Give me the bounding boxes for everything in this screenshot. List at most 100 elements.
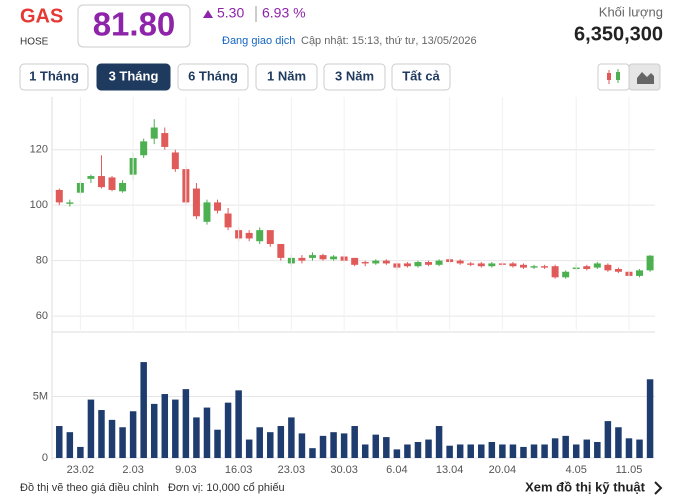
tab[interactable] <box>255 63 318 91</box>
volume-bar <box>361 444 369 458</box>
candle-body <box>55 189 63 203</box>
volume-bar <box>372 434 380 458</box>
tab-label[interactable]: 1 Tháng <box>29 68 79 83</box>
volume-bar <box>551 438 559 458</box>
symbol: GAS <box>20 5 63 27</box>
volume-bar <box>77 446 84 458</box>
volume-bar <box>646 379 654 458</box>
volume-bar <box>414 442 422 458</box>
x-tick-label: 20.04 <box>489 464 517 476</box>
x-tick-label: 13.04 <box>436 464 464 476</box>
tab-label[interactable]: 1 Năm <box>267 68 306 83</box>
volume-bar <box>615 427 622 458</box>
candle-body <box>97 176 105 188</box>
x-tick-label: 30.03 <box>330 464 358 476</box>
x-tick-label: 6.04 <box>386 464 407 476</box>
tab[interactable] <box>177 63 249 91</box>
candle-body <box>150 127 158 139</box>
x-tick-label: 16.03 <box>225 464 253 476</box>
candle-body <box>161 133 169 147</box>
tab[interactable] <box>96 63 171 91</box>
candle-body <box>108 177 116 190</box>
volume-bar <box>150 403 158 458</box>
volume-bar <box>235 390 242 458</box>
candle-body <box>245 232 253 239</box>
candle-body <box>562 271 570 278</box>
icon <box>616 72 620 80</box>
volume-bar <box>583 439 591 458</box>
volume-bar <box>520 446 527 458</box>
status: Đang giao dịch <box>222 35 295 47</box>
candle-body <box>192 188 200 217</box>
volume-bar <box>182 389 190 458</box>
volume-bar <box>288 417 295 458</box>
tab-label[interactable]: Tất cả <box>402 68 440 83</box>
candle-body <box>330 256 338 260</box>
tab-label[interactable]: 3 Tháng <box>109 68 159 83</box>
candle-body <box>119 182 127 192</box>
updated: Cập nhật: 15:13, thứ tư, 13/05/2026 <box>301 35 477 47</box>
up-arrow <box>203 10 213 18</box>
candle-body <box>382 260 390 264</box>
volume-bar <box>541 444 548 458</box>
volume-bar <box>256 427 263 458</box>
volume: 6,350,300 <box>574 23 663 45</box>
tab[interactable] <box>323 63 386 91</box>
candle-body <box>351 257 359 265</box>
volume-bar <box>298 433 306 458</box>
volume-bar <box>604 421 612 458</box>
volume-bar <box>108 419 116 458</box>
volume-label: Khối lượng <box>599 4 663 19</box>
volume-bar <box>330 432 337 458</box>
candle-body <box>266 230 274 245</box>
candle-body <box>583 266 591 269</box>
volume-bar <box>56 426 63 458</box>
volume-bar <box>172 399 179 458</box>
y-tick-label: 120 <box>30 144 48 156</box>
volume-bar <box>277 426 285 458</box>
candle-body <box>614 268 622 272</box>
tab-label[interactable]: 3 Năm <box>335 68 374 83</box>
x-tick-label: 23.02 <box>67 464 95 476</box>
candle-toggle[interactable] <box>597 63 630 91</box>
volume-bar <box>393 449 401 458</box>
candle-body <box>403 263 411 267</box>
candle-body <box>361 262 369 264</box>
chart-type-toggle[interactable] <box>597 63 661 91</box>
volume-bar <box>87 399 95 458</box>
x-tick-label: 11.05 <box>616 464 643 476</box>
exchange: HOSE <box>20 37 49 48</box>
change-pct: 6.93 % <box>262 5 306 21</box>
price: 81.80 <box>93 6 176 43</box>
volume-bar <box>129 411 137 458</box>
tab[interactable] <box>19 63 89 91</box>
volume-bar <box>383 437 390 458</box>
volume-bar <box>214 429 221 458</box>
icon <box>607 73 611 80</box>
candle-body <box>425 262 433 265</box>
candle-body <box>171 152 179 170</box>
volume-bar <box>340 433 348 458</box>
chevron[interactable] <box>654 481 663 495</box>
volume-bar <box>319 435 327 458</box>
volume-bar <box>193 417 200 458</box>
y-tick-label: 60 <box>36 310 48 322</box>
volume-bar <box>119 427 126 458</box>
volume-bar <box>562 435 569 458</box>
price-box <box>77 4 191 48</box>
volume-bar <box>161 394 169 458</box>
candle-body <box>319 255 327 260</box>
volume-bar <box>594 442 601 458</box>
y-tick-label: 5M <box>33 390 48 402</box>
candle-body <box>308 255 316 258</box>
tab-label[interactable]: 6 Tháng <box>188 68 238 83</box>
volume-bar <box>245 439 253 458</box>
x-tick-label: 23.03 <box>278 464 306 476</box>
candle-body <box>541 266 549 268</box>
x-tick-label: 4.05 <box>566 464 587 476</box>
volume-bar <box>572 444 580 458</box>
volume-bar <box>467 444 474 458</box>
tech-chart-link[interactable]: Xem đồ thị kỹ thuật <box>525 479 646 494</box>
tab[interactable] <box>391 63 451 91</box>
